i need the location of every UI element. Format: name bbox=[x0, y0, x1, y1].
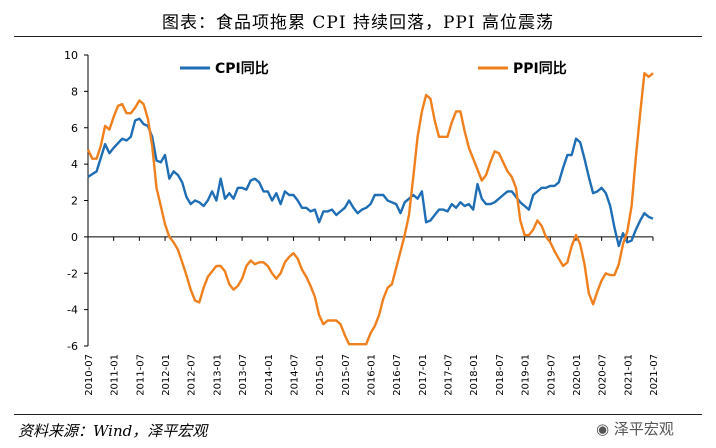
x-tick-label: 2018-07 bbox=[495, 354, 506, 396]
line-chart: -6 -4 -2 0 2 4 6 8 10 2010-07 2011-01 2011-07 2012-0… bbox=[64, 49, 660, 396]
legend-label: CPI同比 bbox=[215, 60, 269, 77]
series-line-PPI同比 bbox=[86, 72, 654, 346]
x-tick-label: 2016-01 bbox=[367, 354, 378, 396]
x-tick-label: 2017-07 bbox=[444, 354, 455, 396]
x-tick-label: 2020-01 bbox=[572, 354, 583, 396]
y-tick-label: 6 bbox=[71, 122, 78, 135]
x-tick-label: 2010-07 bbox=[84, 354, 95, 396]
y-tick-label: 2 bbox=[71, 195, 78, 208]
x-tick-label: 2019-01 bbox=[521, 354, 532, 396]
chart-lines bbox=[86, 72, 654, 346]
y-tick-label: 4 bbox=[71, 158, 78, 171]
chart-legend: CPI同比 PPI同比 bbox=[180, 60, 567, 77]
x-tick-label: 2011-07 bbox=[135, 354, 146, 396]
x-tick-label: 2020-07 bbox=[598, 354, 609, 396]
y-tick-label: 10 bbox=[64, 49, 78, 62]
y-tick-label: -4 bbox=[67, 304, 78, 317]
x-tick-label: 2012-01 bbox=[161, 354, 172, 396]
chart-axes: -6 -4 -2 0 2 4 6 8 10 2010-07 2011-01 2011-07 2012-0… bbox=[64, 49, 660, 396]
x-tick-label: 2014-01 bbox=[264, 354, 275, 396]
x-tick-label: 2013-07 bbox=[238, 354, 249, 396]
y-tick-label: -6 bbox=[67, 340, 78, 353]
footer-divider bbox=[14, 414, 702, 415]
watermark: ◉ 泽平宏观 bbox=[596, 418, 674, 439]
legend-label: PPI同比 bbox=[513, 60, 567, 77]
x-tick-label: 2016-07 bbox=[392, 354, 403, 396]
source-note: 资料来源：Wind，泽平宏观 bbox=[18, 422, 208, 440]
y-tick-label: 8 bbox=[71, 85, 78, 98]
y-tick-label: 0 bbox=[71, 231, 78, 244]
x-tick-label: 2013-01 bbox=[212, 354, 223, 396]
x-tick-label: 2021-01 bbox=[623, 354, 634, 396]
x-tick-label: 2015-07 bbox=[341, 354, 352, 396]
x-tick-label: 2015-01 bbox=[315, 354, 326, 396]
series-line-CPI同比 bbox=[87, 117, 654, 248]
title-divider bbox=[14, 36, 702, 37]
x-tick-label: 2011-01 bbox=[110, 354, 121, 396]
x-tick-label: 2017-01 bbox=[418, 354, 429, 396]
figure-title: 图表：食品项拖累 CPI 持续回落，PPI 高位震荡 bbox=[162, 13, 554, 33]
x-tick-label: 2014-07 bbox=[289, 354, 300, 396]
wechat-icon: ◉ bbox=[596, 420, 610, 438]
x-tick-label: 2012-07 bbox=[187, 354, 198, 396]
x-tick-label: 2019-07 bbox=[546, 354, 557, 396]
watermark-label: 泽平宏观 bbox=[613, 420, 674, 438]
y-tick-label: -2 bbox=[67, 267, 78, 280]
x-tick-label: 2021-07 bbox=[649, 354, 660, 396]
x-tick-label: 2018-01 bbox=[469, 354, 480, 396]
